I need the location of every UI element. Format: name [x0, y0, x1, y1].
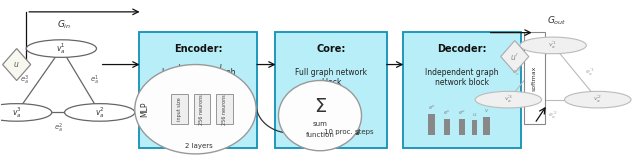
Bar: [313, 119, 319, 135]
Text: $e_a^2$: $e_a^2$: [54, 122, 63, 135]
Text: $u$: $u$: [209, 110, 214, 118]
Text: $e^e$: $e^e$: [164, 104, 172, 112]
Text: $e^v$: $e^v$: [312, 108, 320, 117]
Text: $u$: $u$: [13, 60, 20, 69]
Text: $e^v$: $e^v$: [443, 108, 451, 117]
Circle shape: [65, 104, 135, 121]
Text: 256 neurons: 256 neurons: [221, 94, 227, 125]
Bar: [209, 120, 214, 135]
Text: $e^u$: $e^u$: [458, 108, 466, 117]
Text: $e_a^{'1}$: $e_a^{'1}$: [585, 67, 594, 78]
FancyBboxPatch shape: [275, 32, 387, 148]
Text: MLP: MLP: [140, 101, 149, 117]
Bar: [352, 117, 358, 135]
Text: $v_a^{'2}$: $v_a^{'2}$: [593, 94, 602, 105]
Bar: [472, 120, 477, 135]
Bar: [483, 117, 490, 135]
Bar: [444, 119, 450, 135]
Bar: [195, 119, 202, 135]
Text: 2 layers: 2 layers: [185, 143, 212, 149]
Text: $e^u$: $e^u$: [195, 108, 202, 117]
Bar: [220, 117, 226, 135]
Bar: [164, 114, 172, 135]
Text: $e^e$: $e^e$: [296, 104, 305, 112]
FancyBboxPatch shape: [524, 32, 545, 124]
FancyBboxPatch shape: [216, 94, 232, 124]
Text: function: function: [305, 132, 335, 138]
Circle shape: [26, 40, 97, 57]
Text: sum: sum: [312, 121, 328, 127]
Bar: [341, 120, 346, 135]
Text: $v_a^3$: $v_a^3$: [12, 105, 22, 120]
FancyBboxPatch shape: [403, 32, 521, 148]
Text: $e_a^{'2}$: $e_a^{'2}$: [548, 110, 558, 121]
Text: Independent graph
network block: Independent graph network block: [426, 68, 499, 87]
Text: $e_a^3$: $e_a^3$: [20, 74, 29, 87]
Bar: [459, 119, 465, 135]
Text: $u'$: $u'$: [511, 51, 519, 62]
Text: $v_a^2$: $v_a^2$: [95, 105, 104, 120]
Text: $v$: $v$: [353, 107, 358, 114]
Bar: [297, 114, 305, 135]
Text: 256 neurons: 256 neurons: [199, 94, 204, 125]
Text: $e_a^1$: $e_a^1$: [90, 74, 99, 87]
Circle shape: [564, 91, 631, 108]
Text: Encoder:: Encoder:: [174, 44, 223, 54]
Text: 10 proc. steps: 10 proc. steps: [324, 129, 374, 135]
Text: Core:: Core:: [317, 44, 346, 54]
Text: $v_a^1$: $v_a^1$: [56, 41, 67, 56]
Bar: [180, 119, 186, 135]
Ellipse shape: [278, 80, 362, 151]
Text: $G_{in}$: $G_{in}$: [58, 18, 72, 31]
Circle shape: [0, 104, 52, 121]
Text: $\Sigma$: $\Sigma$: [314, 97, 326, 116]
Text: Decoder:: Decoder:: [437, 44, 487, 54]
Text: Full graph network
block: Full graph network block: [295, 68, 367, 87]
Text: $v$: $v$: [220, 107, 225, 114]
FancyBboxPatch shape: [172, 94, 188, 124]
Circle shape: [475, 91, 541, 108]
Text: $v_a^{'3}$: $v_a^{'3}$: [504, 94, 513, 105]
Ellipse shape: [135, 65, 256, 154]
Bar: [328, 119, 334, 135]
Text: softmax: softmax: [532, 65, 537, 91]
Text: $u$: $u$: [472, 110, 477, 118]
FancyBboxPatch shape: [193, 94, 210, 124]
Text: $e_a^{'3}$: $e_a^{'3}$: [512, 67, 522, 78]
Text: $e^v$: $e^v$: [179, 108, 187, 117]
Polygon shape: [500, 41, 529, 72]
FancyBboxPatch shape: [140, 32, 257, 148]
Text: $G_{out}$: $G_{out}$: [547, 14, 566, 27]
Text: $v_a^{'1}$: $v_a^{'1}$: [548, 40, 557, 51]
Text: Independent graph
network block: Independent graph network block: [161, 68, 235, 87]
Text: $u$: $u$: [341, 110, 347, 118]
Text: $e^e$: $e^e$: [428, 104, 435, 112]
Circle shape: [520, 37, 586, 54]
Text: input size: input size: [177, 97, 182, 121]
Bar: [428, 114, 435, 135]
Text: $e^u$: $e^u$: [327, 108, 335, 117]
Polygon shape: [3, 49, 31, 80]
Text: $v$: $v$: [484, 107, 489, 114]
